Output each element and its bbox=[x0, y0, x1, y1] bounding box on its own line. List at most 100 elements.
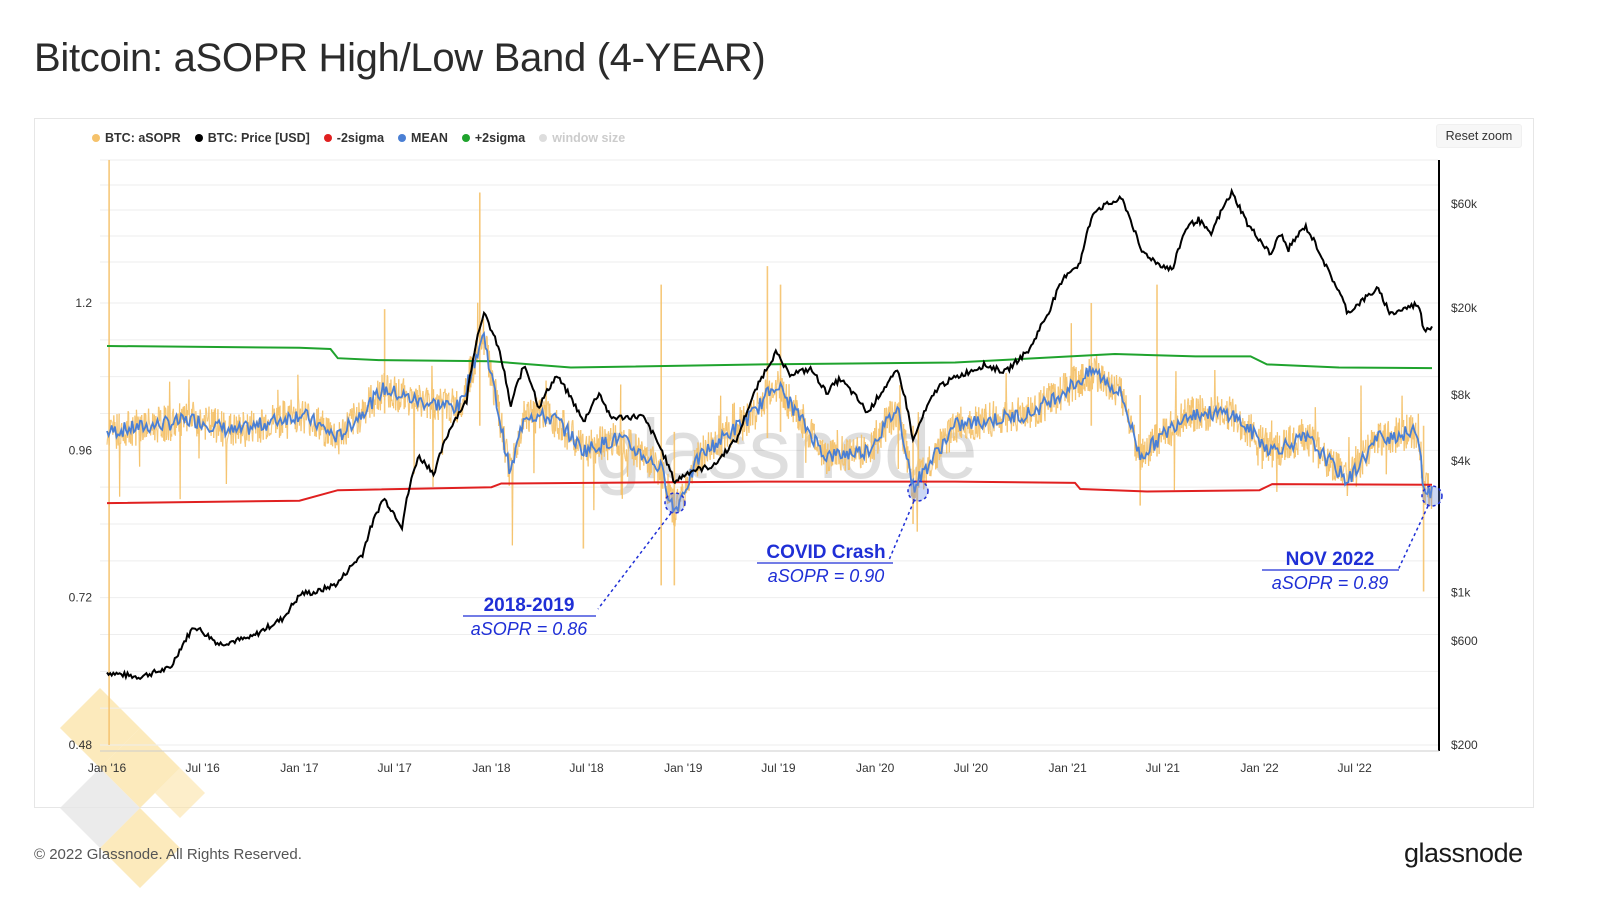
asopr-segment bbox=[495, 379, 497, 384]
asopr-segment bbox=[1267, 442, 1270, 461]
legend-item-minus-2sigma[interactable]: -2sigma bbox=[323, 131, 384, 145]
asopr-segment bbox=[1175, 430, 1178, 435]
asopr-segment bbox=[1205, 429, 1207, 431]
asopr-segment bbox=[1196, 419, 1199, 430]
legend-item-price[interactable]: BTC: Price [USD] bbox=[194, 131, 310, 145]
asopr-segment bbox=[1285, 430, 1288, 450]
asopr-segment bbox=[1352, 474, 1355, 482]
asopr-segment bbox=[622, 452, 624, 456]
asopr-segment bbox=[486, 335, 488, 338]
asopr-segment bbox=[1236, 429, 1239, 433]
asopr-segment bbox=[1215, 416, 1218, 424]
asopr-segment bbox=[776, 382, 778, 386]
asopr-segment bbox=[597, 441, 599, 455]
asopr-segment bbox=[169, 381, 171, 408]
asopr-segment bbox=[1205, 416, 1208, 430]
asopr-segment bbox=[1086, 377, 1088, 387]
asopr-segment bbox=[106, 438, 109, 445]
asopr-segment bbox=[341, 419, 344, 432]
asopr-segment bbox=[1234, 404, 1236, 412]
asopr-segment bbox=[770, 384, 773, 402]
asopr-segment bbox=[989, 430, 992, 435]
asopr-segment bbox=[753, 399, 755, 411]
asopr-segment bbox=[167, 429, 170, 441]
y-left-tick-label: 0.72 bbox=[69, 591, 93, 605]
asopr-segment bbox=[885, 407, 887, 442]
asopr-segment bbox=[583, 451, 586, 456]
legend-label: BTC: aSOPR bbox=[105, 131, 181, 145]
asopr-segment bbox=[526, 404, 528, 429]
asopr-segment bbox=[946, 421, 949, 434]
asopr-segment bbox=[419, 389, 421, 393]
asopr-segment bbox=[589, 455, 591, 458]
asopr-segment bbox=[777, 378, 780, 385]
asopr-segment bbox=[705, 456, 708, 459]
asopr-segment bbox=[838, 461, 840, 465]
asopr-segment bbox=[257, 424, 259, 442]
asopr-segment bbox=[431, 365, 434, 396]
asopr-segment bbox=[149, 424, 151, 426]
reset-zoom-button[interactable]: Reset zoom bbox=[1436, 124, 1522, 148]
asopr-segment bbox=[148, 408, 150, 421]
y-right-tick-label: $60k bbox=[1451, 197, 1478, 211]
asopr-segment bbox=[1244, 423, 1247, 443]
legend-item-plus-2sigma[interactable]: +2sigma bbox=[461, 131, 525, 145]
asopr-segment bbox=[1158, 428, 1161, 454]
asopr-segment bbox=[324, 436, 327, 447]
asopr-segment bbox=[843, 463, 845, 466]
asopr-segment bbox=[812, 422, 814, 425]
asopr-segment bbox=[607, 432, 609, 461]
x-tick-label: Jul '20 bbox=[954, 761, 989, 775]
asopr-segment bbox=[1123, 388, 1125, 402]
asopr-segment bbox=[773, 394, 775, 396]
asopr-segment bbox=[922, 457, 925, 490]
asopr-segment bbox=[551, 424, 553, 432]
asopr-segment bbox=[222, 436, 224, 447]
asopr-segment bbox=[117, 440, 120, 446]
asopr-segment bbox=[198, 426, 201, 459]
asopr-segment bbox=[187, 403, 190, 416]
asopr-segment bbox=[377, 405, 380, 410]
legend-item-mean[interactable]: MEAN bbox=[398, 131, 448, 145]
axes bbox=[100, 160, 1440, 752]
asopr-segment bbox=[829, 440, 832, 446]
asopr-segment bbox=[1159, 428, 1161, 433]
asopr-segment bbox=[676, 488, 679, 500]
legend-item-window-size[interactable]: window size bbox=[539, 131, 625, 145]
asopr-segment bbox=[593, 437, 596, 443]
asopr-segment bbox=[1367, 434, 1369, 446]
asopr-segment bbox=[828, 460, 831, 472]
asopr-segment bbox=[217, 427, 220, 436]
x-tick-label: Jul '18 bbox=[569, 761, 604, 775]
asopr-segment bbox=[1385, 447, 1388, 475]
asopr-segment bbox=[1363, 450, 1366, 453]
asopr-segment bbox=[407, 401, 409, 404]
asopr-segment bbox=[374, 396, 377, 406]
asopr-segment bbox=[171, 411, 174, 419]
asopr-segment bbox=[1360, 385, 1363, 448]
y-left-tick-label: 1.2 bbox=[75, 296, 92, 310]
asopr-segment bbox=[554, 416, 557, 432]
asopr-segment bbox=[702, 435, 705, 451]
asopr-segment bbox=[1023, 409, 1026, 427]
legend-item-asopr[interactable]: BTC: aSOPR bbox=[92, 131, 181, 145]
asopr-segment bbox=[528, 412, 531, 432]
asopr-segment bbox=[796, 400, 798, 405]
asopr-segment bbox=[601, 426, 604, 432]
asopr-segment bbox=[718, 415, 721, 440]
asopr-segment bbox=[422, 390, 425, 400]
asopr-segment bbox=[895, 414, 898, 428]
asopr-segment bbox=[1114, 393, 1117, 406]
asopr-segment bbox=[1015, 424, 1017, 426]
asopr-segment bbox=[462, 398, 465, 402]
asopr-segment bbox=[656, 466, 659, 469]
asopr-segment bbox=[166, 421, 169, 436]
asopr-segment bbox=[755, 410, 758, 423]
annotation-marker bbox=[1421, 485, 1443, 507]
asopr-segment bbox=[312, 425, 315, 428]
asopr-segment bbox=[1165, 418, 1168, 432]
asopr-segment bbox=[419, 392, 422, 409]
asopr-segment bbox=[1087, 384, 1090, 391]
asopr-segment bbox=[875, 420, 878, 439]
